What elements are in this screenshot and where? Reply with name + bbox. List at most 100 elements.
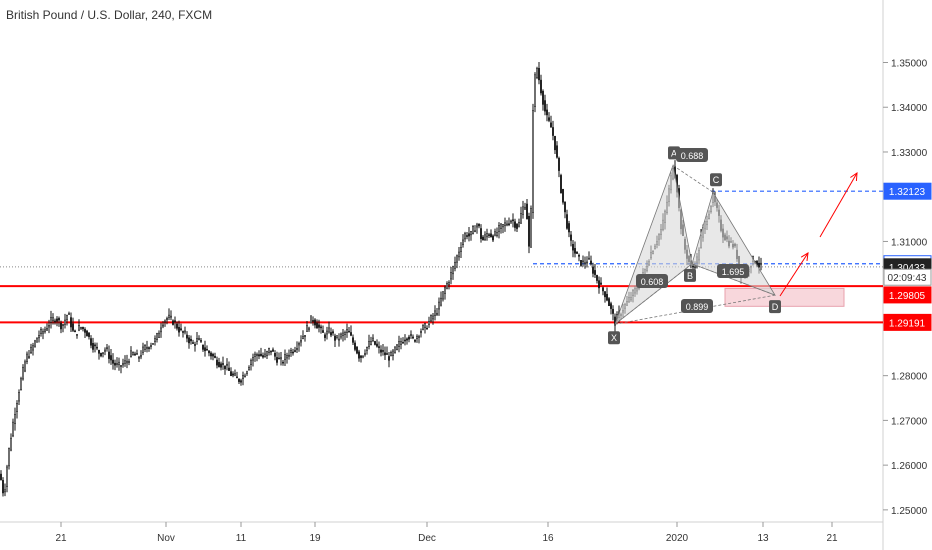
pattern-ac-line (672, 165, 714, 193)
candle-body (376, 343, 378, 347)
candle-body (574, 248, 576, 254)
pattern-point-badge (608, 331, 620, 345)
candle-body (418, 336, 420, 338)
candle-body (550, 122, 552, 128)
candle-body (166, 318, 168, 321)
candle-body (608, 298, 610, 307)
candle-body (490, 233, 492, 237)
x-tick-label: 11 (236, 533, 247, 544)
candle-body (56, 318, 58, 322)
candle-body (146, 346, 148, 349)
candle-body (132, 352, 134, 355)
pattern-ratio-badge (681, 299, 713, 313)
candle-body (472, 226, 474, 234)
candle-body (96, 346, 98, 349)
candle-body (168, 314, 170, 318)
candle-body (576, 251, 578, 254)
candle-body (588, 257, 590, 260)
candle-body (160, 327, 162, 333)
projection-arrow-2 (819, 172, 858, 238)
candle-body (250, 360, 252, 365)
candle-body (510, 220, 512, 223)
candle-body (544, 100, 546, 112)
candle-body (114, 362, 116, 366)
candle-body (344, 332, 346, 335)
candle-body (28, 356, 30, 358)
candle-body (506, 223, 508, 226)
candle-body (172, 320, 174, 325)
candle-body (126, 360, 128, 364)
candle-body (610, 303, 612, 309)
candle-body (170, 315, 172, 318)
candle-body (78, 324, 80, 331)
pattern-ratio-badge (636, 274, 668, 288)
candle-body (122, 363, 124, 366)
candle-body (448, 282, 450, 286)
candle-body (470, 230, 472, 236)
candle-body (602, 287, 604, 292)
candle-body (46, 328, 48, 331)
candle-body (372, 337, 374, 341)
candle-body (382, 350, 384, 352)
candle-body (476, 224, 478, 228)
candle-body (568, 223, 570, 233)
candle-body (40, 329, 42, 334)
candle-body (106, 347, 108, 350)
candle-body (22, 366, 24, 380)
candle-body (396, 344, 398, 350)
pattern-point-badge (684, 268, 696, 282)
candle-body (74, 330, 76, 333)
price-tag (883, 268, 932, 286)
candle-body (566, 214, 568, 229)
candle-body (286, 355, 288, 359)
candle-body (304, 335, 306, 337)
candle-body (554, 135, 556, 151)
candle-body (402, 342, 404, 344)
candle-body (436, 312, 438, 315)
candle-body (216, 359, 218, 366)
candle-body (84, 329, 86, 333)
candle-body (150, 345, 152, 347)
candle-body (278, 357, 280, 360)
price-tag (883, 182, 932, 200)
x-tick-label: Dec (418, 533, 436, 544)
candle-body (244, 375, 246, 378)
candle-body (248, 367, 250, 371)
candle-body (76, 333, 78, 336)
candle-body (200, 340, 202, 342)
candle-body (480, 228, 482, 239)
pattern-point-badge (710, 173, 722, 187)
candle-body (240, 380, 242, 383)
candle-body (322, 330, 324, 333)
candle-body (292, 351, 294, 354)
candle-body (466, 235, 468, 237)
candle-body (552, 127, 554, 136)
candle-body (116, 363, 118, 365)
candle-body (582, 260, 584, 263)
candle-body (16, 403, 18, 412)
candle-body (318, 324, 320, 328)
candle-body (104, 349, 106, 352)
candle-body (546, 109, 548, 116)
candle-body (526, 203, 528, 220)
pattern-point-badge (769, 300, 781, 314)
projection-arrow-1 (779, 252, 809, 297)
candle-body (378, 346, 380, 348)
price-tag (883, 286, 932, 304)
candle-body (176, 323, 178, 329)
candle-body (538, 67, 540, 81)
candle-body (580, 259, 582, 266)
candle-body (58, 318, 60, 321)
candle-body (6, 466, 8, 487)
candle-body (194, 344, 196, 346)
candle-body (100, 352, 102, 357)
candle-body (162, 324, 164, 327)
candle-body (350, 332, 352, 336)
candle-body (612, 308, 614, 314)
candle-body (452, 266, 454, 275)
candle-body (38, 335, 40, 339)
candle-body (444, 287, 446, 294)
candle-body (362, 355, 364, 358)
candle-body (186, 334, 188, 339)
